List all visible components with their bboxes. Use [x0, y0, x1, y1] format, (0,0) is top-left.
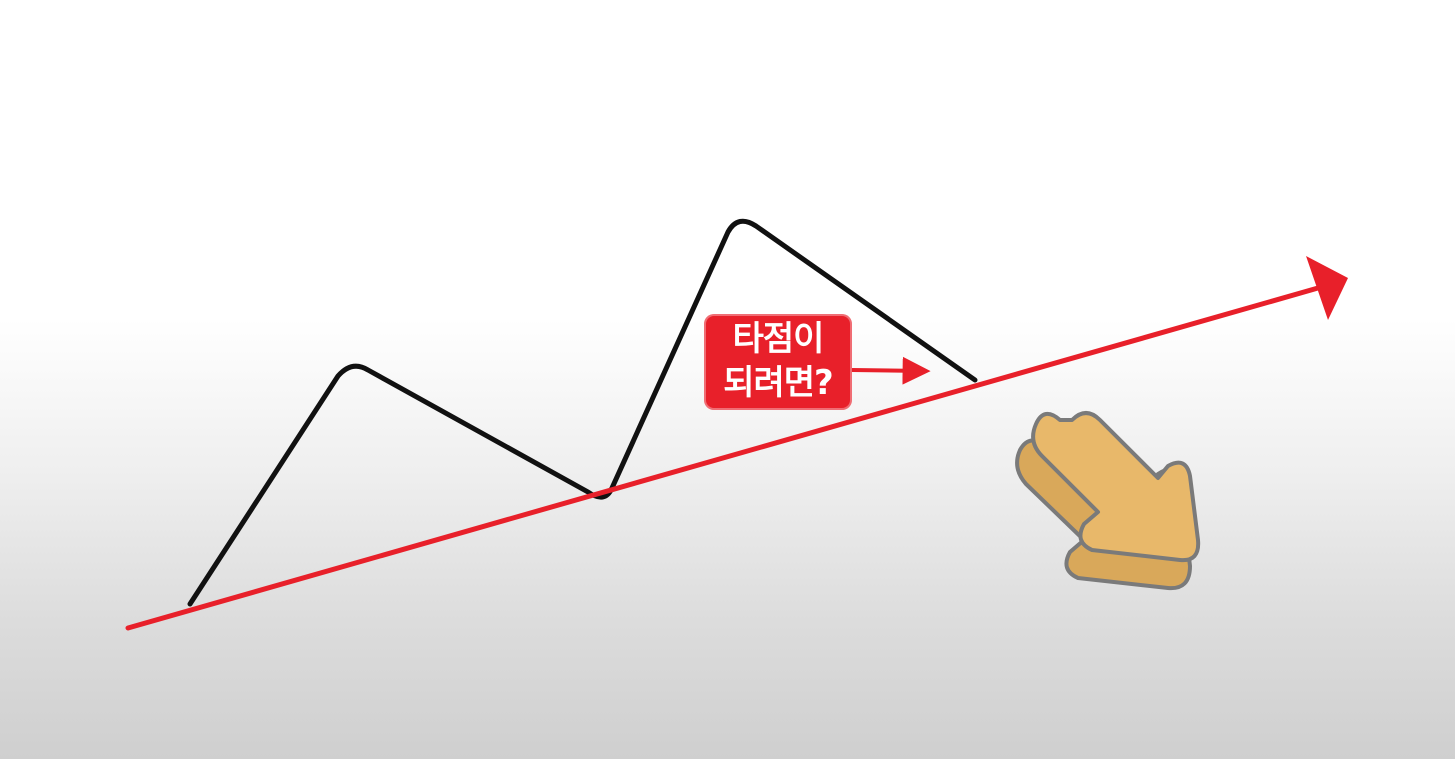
callout-line-1: 타점이: [732, 319, 825, 359]
arrowhead-icon: [1306, 256, 1348, 320]
price-zigzag-line: [187, 218, 978, 607]
callout-line-2: 되려면?: [723, 363, 834, 403]
pointing-hand-icon: [1015, 411, 1201, 591]
callout-pointer-arrow: [851, 356, 931, 385]
callout-box: 타점이 되려면?: [704, 314, 852, 410]
uptrend-line: [125, 285, 1321, 631]
